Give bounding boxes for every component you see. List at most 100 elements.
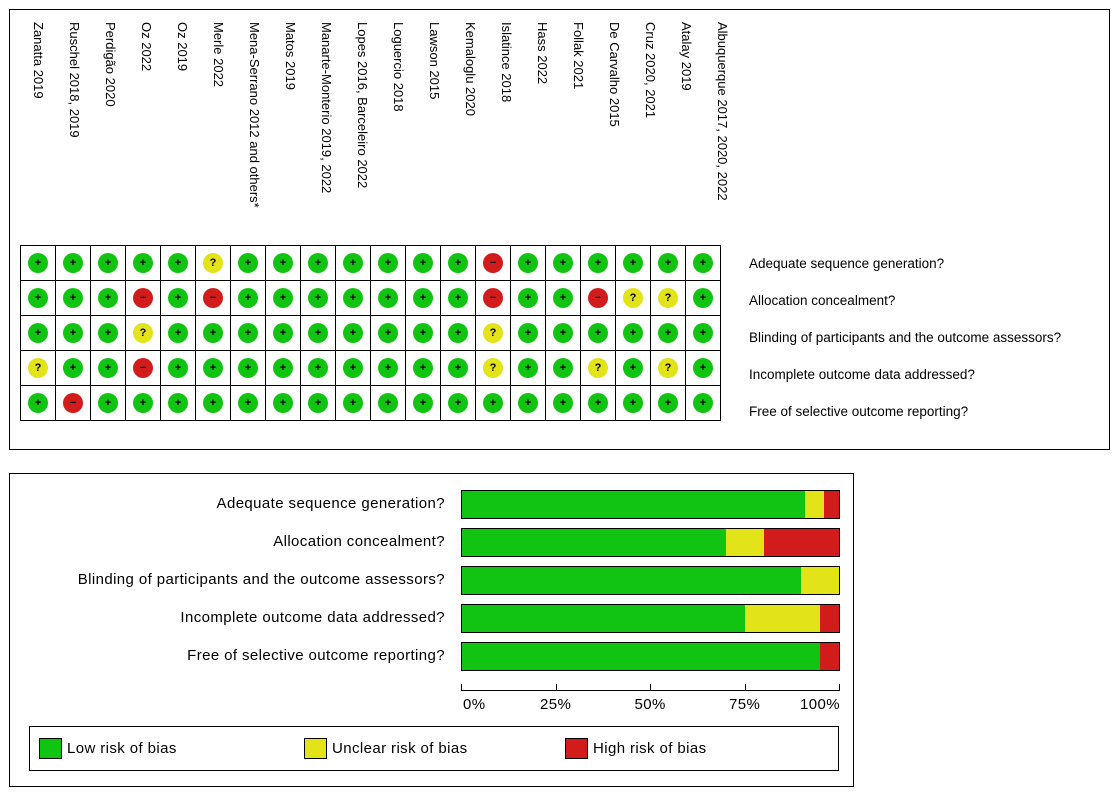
bar-segment-high: [763, 529, 839, 556]
stacked-bar: [461, 642, 840, 671]
bar-segment-unclear: [725, 529, 764, 556]
judgement-cell: +: [545, 315, 581, 351]
judgement-cell: +: [440, 245, 476, 281]
judgement-low-icon: +: [553, 358, 573, 378]
study-label: Matos 2019: [283, 22, 298, 90]
judgement-cell: +: [405, 385, 441, 421]
legend-label: High risk of bias: [593, 740, 707, 757]
judgement-low-icon: +: [168, 323, 188, 343]
judgement-cell: +: [265, 350, 301, 386]
bar-category-label: Adequate sequence generation?: [216, 495, 445, 512]
risk-of-bias-grid-panel: Zanatta 2019 Ruschel 2018, 2019 Perdigão 2…: [9, 9, 1110, 450]
bar-segment-low: [462, 643, 821, 670]
judgement-cell: +: [510, 245, 546, 281]
judgement-low-icon: +: [658, 323, 678, 343]
judgement-cell: +: [55, 245, 91, 281]
judgement-high-icon: −: [133, 288, 153, 308]
x-tick: [839, 684, 840, 691]
judgement-low-icon: +: [518, 288, 538, 308]
judgement-low-icon: +: [378, 393, 398, 413]
stacked-bar: [461, 528, 840, 557]
judgement-low-icon: +: [378, 288, 398, 308]
judgement-low-icon: +: [448, 393, 468, 413]
judgement-low-icon: +: [518, 253, 538, 273]
judgement-cell: +: [55, 315, 91, 351]
judgement-cell: +: [580, 245, 616, 281]
bar-category-label: Allocation concealment?: [273, 533, 445, 550]
judgement-low-icon: +: [553, 393, 573, 413]
judgement-cell: +: [440, 315, 476, 351]
domain-label: Free of selective outcome reporting?: [749, 404, 969, 419]
judgement-low-icon: +: [623, 393, 643, 413]
judgement-low-icon: +: [98, 393, 118, 413]
judgement-low-icon: +: [308, 288, 328, 308]
study-label: Albuquerque 2017, 2020, 2022: [715, 22, 730, 201]
judgement-cell: +: [265, 280, 301, 316]
judgement-low-icon: +: [448, 358, 468, 378]
bar-category-label: Blinding of participants and the outcome…: [77, 571, 445, 588]
judgement-low-icon: +: [98, 288, 118, 308]
judgement-cell: +: [90, 280, 126, 316]
judgement-cell: +: [195, 315, 231, 351]
judgement-cell: +: [90, 315, 126, 351]
judgement-low-icon: +: [658, 253, 678, 273]
judgement-cell: +: [195, 385, 231, 421]
judgement-low-icon: +: [28, 323, 48, 343]
x-tick-label: 50%: [634, 696, 666, 713]
judgement-low-icon: +: [28, 253, 48, 273]
judgement-cell: +: [265, 385, 301, 421]
judgement-unclear-icon: ?: [658, 358, 678, 378]
judgement-low-icon: +: [693, 288, 713, 308]
judgement-low-icon: +: [448, 323, 468, 343]
x-tick-label: 75%: [729, 696, 761, 713]
judgement-low-icon: +: [413, 393, 433, 413]
judgement-cell: +: [335, 350, 371, 386]
judgement-cell: +: [160, 385, 196, 421]
judgement-cell: +: [440, 350, 476, 386]
judgement-cell: +: [545, 350, 581, 386]
judgement-cell: +: [650, 245, 686, 281]
judgement-low-icon: +: [98, 253, 118, 273]
judgement-cell: +: [685, 245, 721, 281]
judgement-cell: +: [475, 385, 511, 421]
judgement-low-icon: +: [168, 253, 188, 273]
judgement-cell: +: [510, 350, 546, 386]
study-label: Zanatta 2019: [31, 22, 46, 99]
judgement-cell: +: [265, 245, 301, 281]
judgement-cell: +: [405, 280, 441, 316]
judgement-cell: +: [90, 350, 126, 386]
judgement-low-icon: +: [588, 393, 608, 413]
judgement-unclear-icon: ?: [133, 323, 153, 343]
judgement-high-icon: −: [133, 358, 153, 378]
judgement-cell: +: [685, 385, 721, 421]
judgement-cell: +: [510, 385, 546, 421]
judgement-cell: +: [615, 245, 651, 281]
stacked-bar: [461, 490, 840, 519]
judgement-cell: +: [545, 280, 581, 316]
judgement-cell: ?: [125, 315, 161, 351]
judgement-low-icon: +: [658, 393, 678, 413]
judgement-cell: +: [440, 385, 476, 421]
study-label: Ruschel 2018, 2019: [67, 22, 82, 138]
judgement-low-icon: +: [693, 393, 713, 413]
judgement-low-icon: +: [588, 253, 608, 273]
judgement-cell: +: [685, 350, 721, 386]
judgement-unclear-icon: ?: [483, 323, 503, 343]
study-label: Merle 2022: [211, 22, 226, 88]
judgement-cell: +: [300, 280, 336, 316]
judgement-cell: +: [20, 315, 56, 351]
judgement-cell: +: [370, 245, 406, 281]
judgement-cell: +: [160, 245, 196, 281]
judgement-cell: +: [545, 385, 581, 421]
judgement-low-icon: +: [133, 253, 153, 273]
judgement-cell: ?: [20, 350, 56, 386]
x-tick: [555, 684, 557, 691]
domain-label: Allocation concealment?: [749, 293, 896, 308]
judgement-high-icon: −: [588, 288, 608, 308]
judgement-cell: +: [650, 385, 686, 421]
judgement-cell: ?: [475, 350, 511, 386]
bar-segment-high: [820, 605, 839, 632]
judgement-low-icon: +: [168, 288, 188, 308]
judgement-low-icon: +: [238, 253, 258, 273]
judgement-low-icon: +: [63, 358, 83, 378]
